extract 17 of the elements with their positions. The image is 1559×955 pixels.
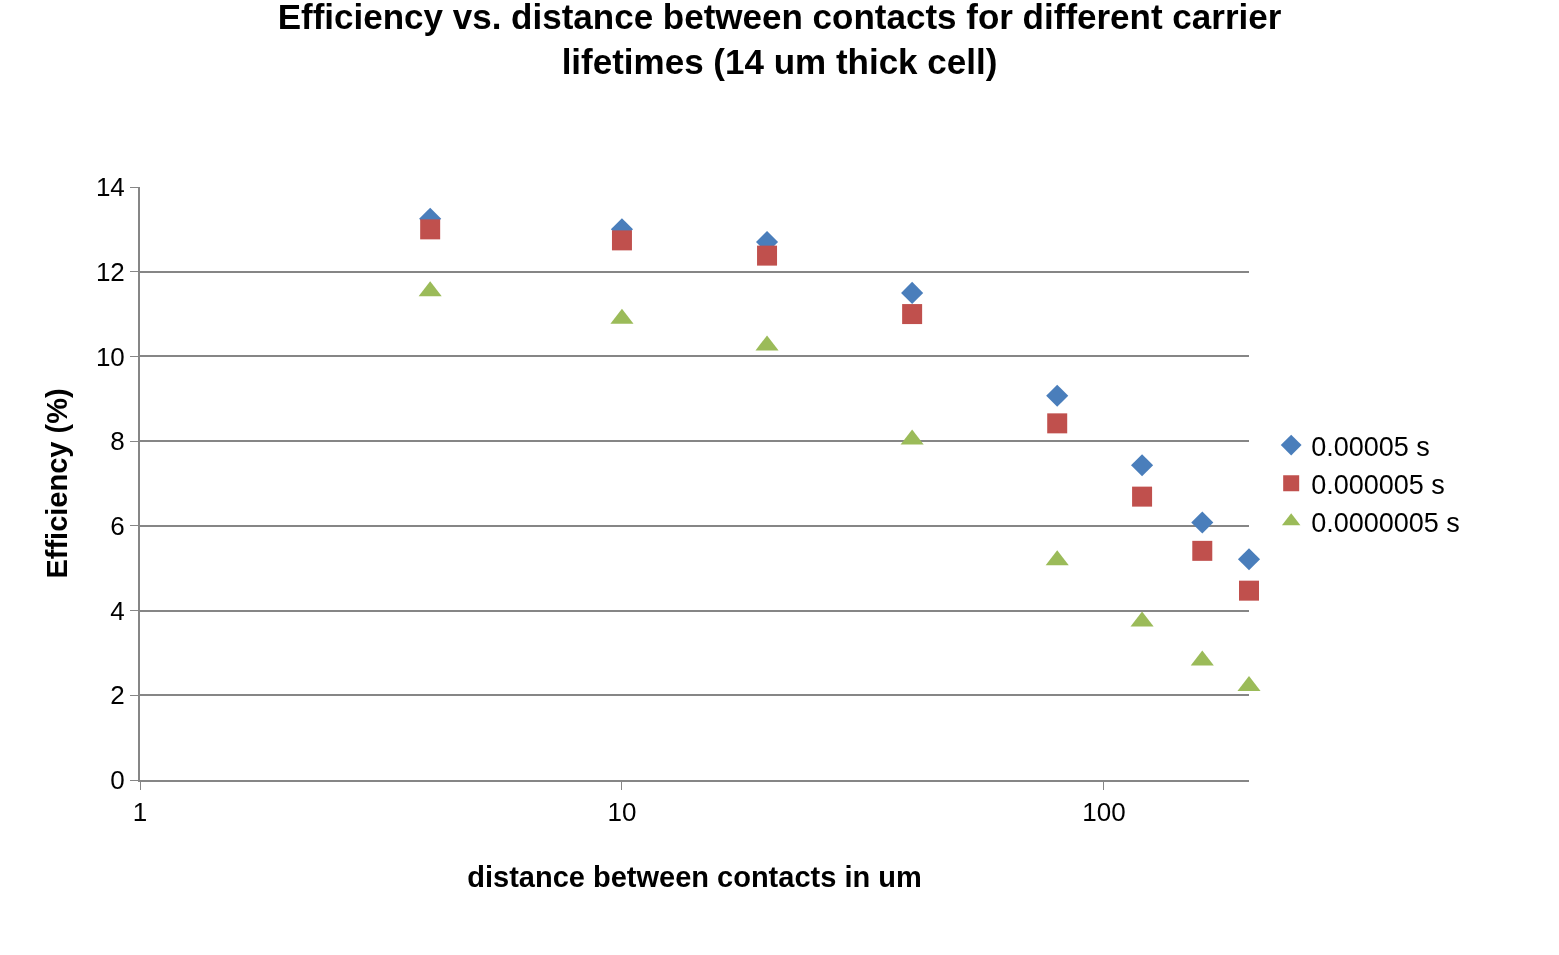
chart-title: Efficiency vs. distance between contacts for different carrier lifetimes (14 um thick cell) [277,0,1282,82]
legend-label: 0.00005 s [1311,431,1430,462]
x-tick-label: 10 [607,797,637,828]
x-axis-title: distance between contacts in um [467,860,922,893]
y-tick-label: 2 [110,680,125,711]
y-tick-label: 4 [110,595,125,626]
y-tick-label: 8 [110,426,125,457]
y-tick-label: 6 [110,510,125,541]
x-tick-label: 100 [1082,797,1126,828]
legend-label: 0.0000005 s [1311,507,1460,538]
y-tick-label: 10 [95,341,125,372]
y-tick-label: 14 [95,172,125,203]
y-tick-label: 0 [110,765,125,796]
legend-label: 0.000005 s [1311,469,1445,500]
y-tick-label: 12 [95,256,125,287]
y-axis-title: Efficiency (%) [40,388,73,579]
x-tick-label: 1 [132,797,148,828]
